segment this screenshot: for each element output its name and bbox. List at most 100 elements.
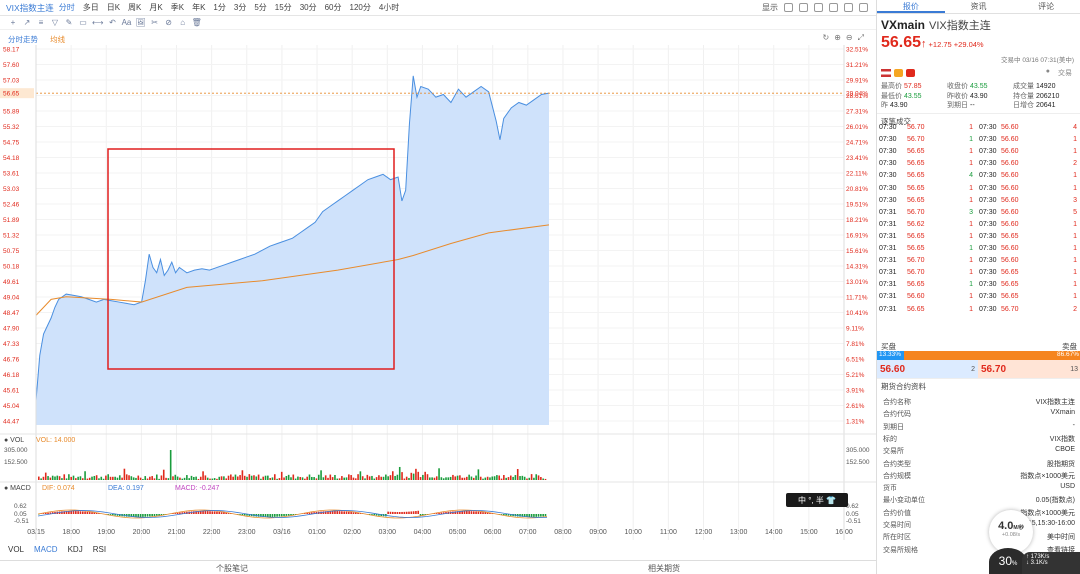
tool-icon-6[interactable]: ⟷ [92, 18, 104, 27]
macd-bar [396, 511, 399, 514]
vol-bar [165, 477, 167, 480]
macd-bar [276, 514, 278, 517]
ime-toolbar[interactable]: 中 °, 半 👕 [786, 493, 848, 507]
zoom-out-icon[interactable]: ⊖ [845, 33, 853, 42]
vol-bar [336, 478, 339, 480]
contract-value[interactable]: 查看链接 [1047, 546, 1075, 554]
tool-icon-9[interactable]: 🖼 [135, 18, 146, 27]
layout-icon[interactable] [799, 3, 808, 12]
indicator-tab-vol[interactable]: VOL [8, 545, 25, 554]
expand-icon[interactable]: ⤢ [857, 33, 864, 42]
tool-icon-0[interactable]: + [10, 18, 16, 27]
macd-bar [306, 513, 308, 514]
period-5[interactable]: 季K [170, 3, 185, 12]
network-speed-widget[interactable]: 4.0M/秒 +0.08/s [989, 510, 1033, 554]
legend-average[interactable]: 均线 [50, 35, 66, 44]
tick-row: 07:30 56.65 4 07:30 56.60 1 [879, 172, 1077, 183]
heart-icon[interactable] [906, 69, 915, 77]
period-3[interactable]: 周K [128, 3, 142, 12]
contract-value: 指数点×1000美元 [1020, 472, 1075, 480]
legend-intraday[interactable]: 分时走势 [8, 35, 38, 44]
ticks-title: 逐笔成交 [877, 113, 1080, 129]
related-futures-link[interactable]: 相关期货 [648, 564, 680, 573]
quote-field: 到期日 -- [947, 100, 975, 110]
period-0[interactable]: 分时 [58, 3, 75, 12]
fullscreen-icon[interactable] [814, 3, 823, 12]
y-tick-left: 55.89 [3, 109, 20, 116]
macd-bar [419, 514, 422, 516]
contract-key: 合约规模 [883, 472, 911, 480]
export-icon[interactable] [844, 3, 853, 12]
tool-icon-2[interactable]: ≡ [38, 18, 44, 27]
vol-bar [398, 466, 401, 480]
tool-icon-11[interactable]: ⊘ [165, 18, 172, 27]
vol-bar [364, 478, 366, 480]
period-8[interactable]: 3分 [233, 3, 247, 12]
tool-icon-5[interactable]: ▭ [79, 18, 87, 27]
macd-tick-right: 0.05 [846, 511, 859, 518]
tool-icon-3[interactable]: ▽ [51, 18, 59, 27]
tick-row: 07:31 56.65 1 07:30 56.60 1 [879, 245, 1077, 256]
period-2[interactable]: 日K [106, 3, 121, 12]
macd-bar [271, 514, 274, 517]
y-tick-right: 9.11% [846, 326, 864, 333]
period-4[interactable]: 月K [149, 3, 163, 12]
period-12[interactable]: 60分 [324, 3, 342, 12]
indicator-tab-rsi[interactable]: RSI [92, 545, 107, 554]
camera-icon[interactable] [829, 3, 838, 12]
period-14[interactable]: 4小时 [378, 3, 400, 12]
settings-icon[interactable] [784, 3, 793, 12]
macd-bar [292, 514, 295, 516]
period-7[interactable]: 1分 [213, 3, 226, 12]
chart-area[interactable]: 03/1518:0019:0020:0021:0022:0023:0003/16… [0, 0, 876, 545]
window-icon[interactable] [859, 3, 868, 12]
panel-tab-1[interactable]: 资讯 [970, 2, 987, 11]
tool-icon-12[interactable]: ⌂ [180, 18, 186, 27]
period-6[interactable]: 年K [192, 3, 206, 12]
notes-link[interactable]: 个股笔记 [216, 564, 248, 573]
quote-field: 最低价 43.55 [881, 91, 922, 101]
quote-header: VXmain VIX指数主连 56.65↑ +12.75 +29.04% 交易中 0… [877, 14, 1080, 109]
macd-bar [88, 512, 91, 514]
macd-bar [216, 511, 218, 514]
tool-icon-13[interactable]: 🗑 [191, 18, 202, 27]
tick-cell: 56.70 [907, 269, 925, 277]
display-menu[interactable]: 显示 [762, 3, 778, 12]
indicator-tab-macd[interactable]: MACD [34, 545, 58, 554]
y-tick-left: 58.17 [3, 47, 20, 54]
x-tick-label: 03:00 [379, 529, 397, 536]
period-10[interactable]: 15分 [274, 3, 292, 12]
zoom-in-icon[interactable]: ⊕ [834, 33, 841, 42]
badge-icon[interactable] [894, 69, 903, 77]
tick-cell: 56.60 [1001, 148, 1019, 156]
tool-icon-7[interactable]: ↶ [109, 18, 116, 27]
reset-icon[interactable]: ↻ [822, 33, 830, 42]
macd-bar [322, 511, 325, 514]
tool-icon-8[interactable]: Aa [121, 18, 132, 27]
best-ask[interactable]: 56.70 13 [978, 360, 1080, 378]
period-13[interactable]: 120分 [349, 3, 371, 12]
macd-bar [454, 511, 457, 514]
vol-bar [114, 476, 116, 480]
panel-tab-0[interactable]: 报价 [877, 0, 945, 13]
tool-icon-1[interactable]: ↗ [23, 18, 31, 27]
panel-tab-2[interactable]: 评论 [1038, 2, 1055, 11]
indicator-tab-kdj[interactable]: KDJ [67, 545, 83, 554]
vol-bar [452, 474, 454, 480]
vol-bar [123, 468, 126, 480]
macd-bar [273, 514, 276, 517]
period-9[interactable]: 5分 [254, 3, 267, 12]
tool-icon-4[interactable]: ✎ [65, 18, 73, 27]
cpu-usage-widget[interactable]: 30% [989, 548, 1027, 574]
macd-bar [456, 511, 459, 514]
best-bid[interactable]: 56.60 2 [877, 360, 978, 378]
macd-bar [526, 514, 528, 517]
bell-icon[interactable]: ● [1045, 68, 1050, 75]
tool-icon-10[interactable]: ✂ [151, 18, 158, 27]
period-11[interactable]: 30分 [299, 3, 317, 12]
y-tick-left: 47.33 [3, 341, 20, 348]
period-1[interactable]: 多日 [82, 3, 99, 12]
instrument-title[interactable]: VIX指数主连 [6, 2, 54, 13]
trade-button[interactable]: 交易 [1058, 70, 1072, 77]
vol-bar [204, 475, 207, 480]
